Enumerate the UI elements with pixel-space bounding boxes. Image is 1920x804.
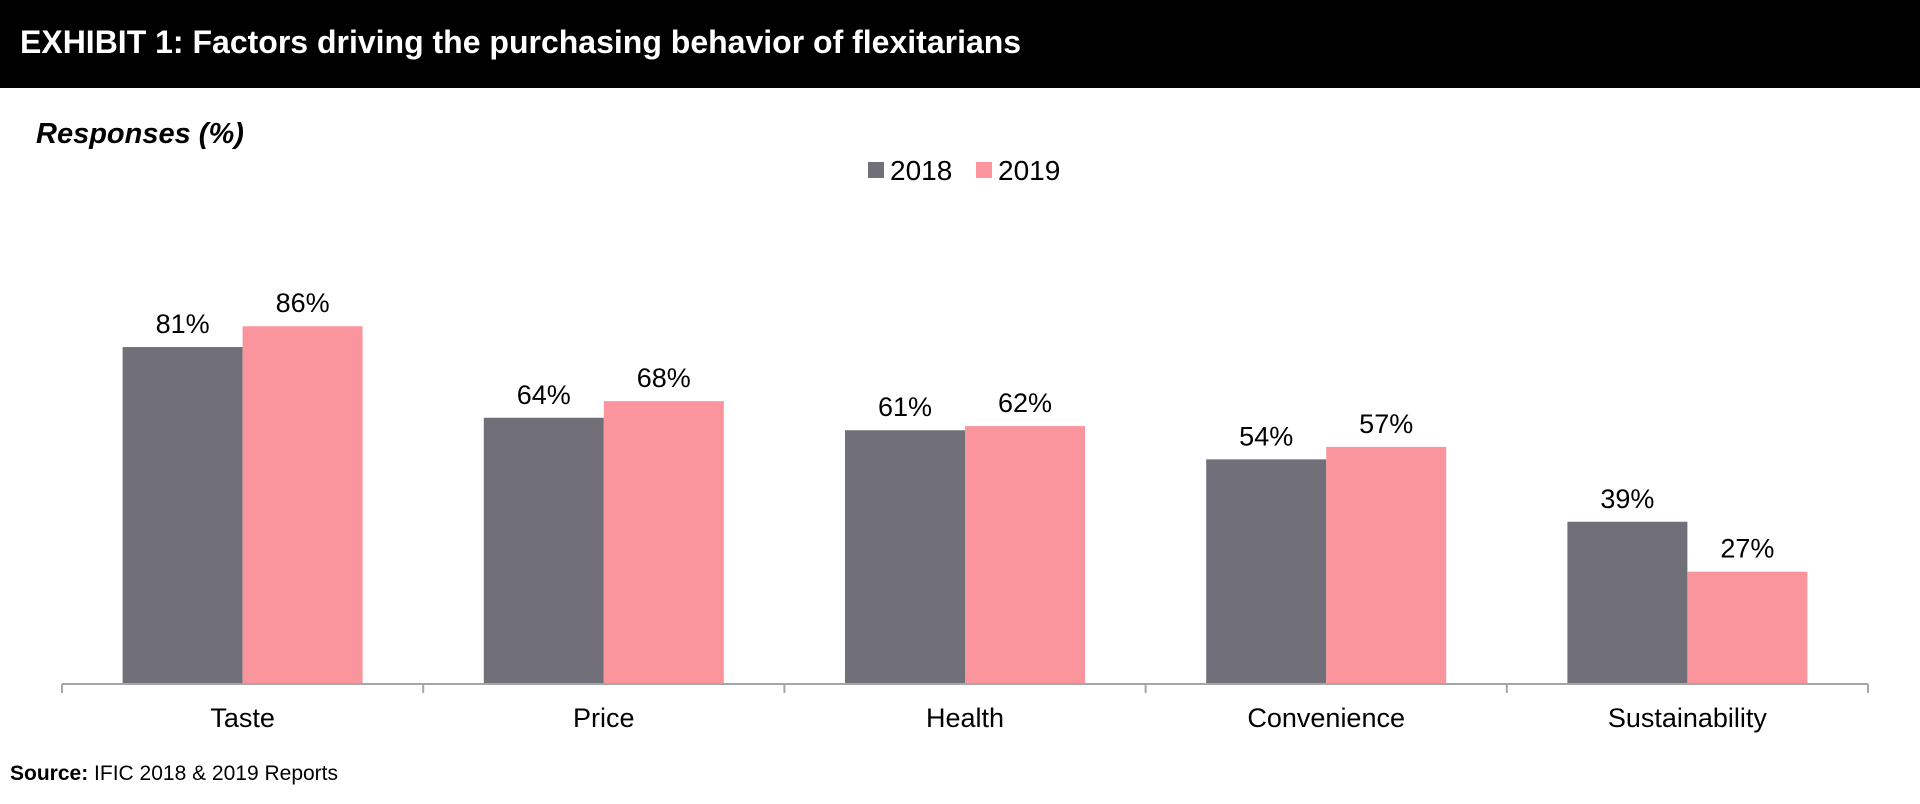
y-axis-label: Responses (%) [36, 118, 244, 150]
x-tick-label-health: Health [926, 703, 1004, 733]
data-label-convenience-2019: 57% [1359, 409, 1413, 439]
bar-convenience-2018 [1206, 459, 1327, 684]
data-label-health-2018: 61% [878, 392, 932, 422]
x-tick-label-sustainability: Sustainability [1608, 703, 1768, 733]
legend-label-2018: 2018 [890, 155, 952, 186]
x-tick-label-convenience: Convenience [1247, 703, 1405, 733]
data-label-price-2018: 64% [517, 380, 571, 410]
legend-swatch-2019 [976, 162, 992, 178]
bar-sustainability-2019 [1687, 571, 1808, 684]
data-label-sustainability-2019: 27% [1720, 534, 1774, 564]
data-label-taste-2018: 81% [156, 309, 210, 339]
data-label-sustainability-2018: 39% [1600, 484, 1654, 514]
x-tick-label-taste: Taste [210, 703, 275, 733]
bar-price-2019 [603, 401, 724, 684]
bar-taste-2019 [242, 326, 363, 684]
data-label-price-2019: 68% [637, 363, 691, 393]
title-banner: EXHIBIT 1: Factors driving the purchasin… [0, 0, 1920, 88]
source-note: Source: IFIC 2018 & 2019 Reports [10, 762, 338, 786]
data-label-convenience-2018: 54% [1239, 421, 1293, 451]
bar-convenience-2019 [1326, 446, 1447, 684]
data-label-taste-2019: 86% [276, 288, 330, 318]
bar-health-2019 [965, 426, 1085, 684]
bar-taste-2018 [122, 347, 243, 684]
bar-sustainability-2018 [1567, 521, 1688, 684]
bar-health-2018 [845, 430, 965, 684]
bar-price-2018 [483, 417, 604, 684]
source-text: IFIC 2018 & 2019 Reports [94, 762, 339, 785]
chart-title: EXHIBIT 1: Factors driving the purchasin… [20, 24, 1022, 60]
legend-label-2019: 2019 [998, 155, 1060, 186]
source-label: Source: [10, 762, 89, 785]
x-tick-label-price: Price [573, 703, 635, 733]
data-label-health-2019: 62% [998, 388, 1052, 418]
legend-swatch-2018 [868, 162, 884, 178]
